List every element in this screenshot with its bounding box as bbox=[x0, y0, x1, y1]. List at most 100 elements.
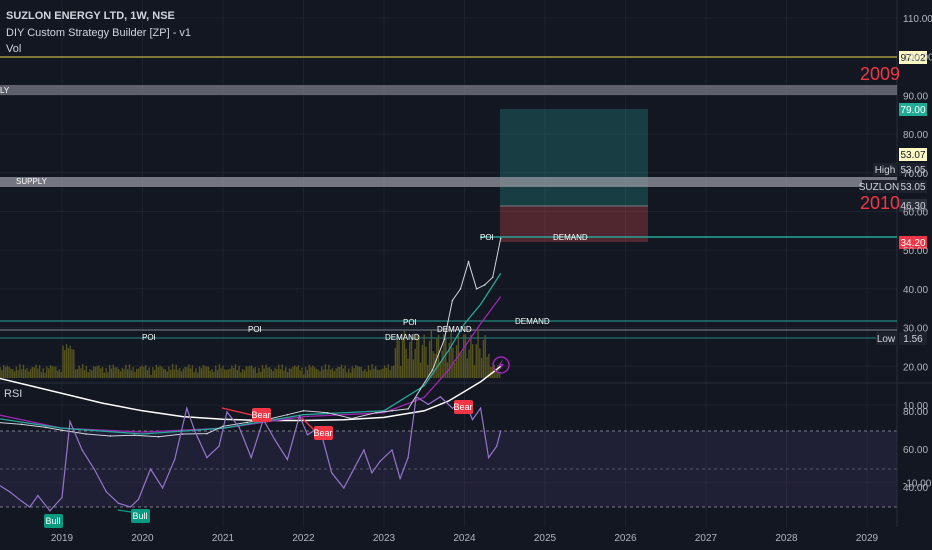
rsi-point-36 bbox=[391, 449, 393, 451]
ema-teal-line[interactable] bbox=[0, 273, 502, 435]
bear-signal-2[interactable]: Bear bbox=[301, 417, 333, 440]
volume-bar-230 bbox=[410, 334, 413, 378]
x-tick-label-3: 2022 bbox=[292, 533, 315, 544]
rsi-point-45 bbox=[479, 407, 482, 409]
price-axis-ticks[interactable]: 110.00 100.00 90.00 80.00 70.00 60.00 50.00 40.… bbox=[903, 14, 932, 489]
volume-bar-233 bbox=[416, 334, 418, 378]
volume-bar-55 bbox=[96, 365, 98, 378]
volume-bar-213 bbox=[380, 369, 382, 378]
price-point-11 bbox=[246, 421, 248, 424]
volume-bar-186 bbox=[331, 368, 334, 378]
bull-signal-1[interactable]: Bull bbox=[44, 514, 63, 528]
volume-bar-161 bbox=[286, 372, 289, 378]
indicator-legend[interactable]: DIY Custom Strategy Builder [ZP] - v1 bbox=[6, 27, 192, 39]
bear-signal-3[interactable]: Bear bbox=[453, 400, 473, 414]
volume-bar-138 bbox=[245, 366, 247, 378]
volume-bar-143 bbox=[254, 367, 256, 378]
volume-legend[interactable]: Vol bbox=[6, 43, 22, 55]
sma-white-line[interactable] bbox=[0, 365, 502, 422]
volume-bar-115 bbox=[204, 366, 206, 378]
demand-label-1: DEMAND bbox=[553, 233, 588, 242]
volume-bar-248 bbox=[443, 334, 445, 378]
time-axis-ticks[interactable]: 2019 2020 2021 2022 2023 2024 2025 2026 2027 2028… bbox=[51, 533, 879, 544]
poi-label-1: POI bbox=[142, 333, 156, 342]
rsi-point-15 bbox=[161, 487, 164, 489]
bear-signal-1[interactable]: Bear bbox=[221, 407, 271, 422]
rsi-legend[interactable]: RSI bbox=[4, 388, 23, 400]
volume-bar-124 bbox=[220, 368, 222, 378]
volume-bar-187 bbox=[333, 371, 336, 378]
supply-zone-top[interactable] bbox=[0, 85, 897, 95]
volume-bar-269 bbox=[480, 358, 483, 378]
svg-text:Bear: Bear bbox=[313, 428, 332, 438]
rsi-point-38 bbox=[407, 456, 409, 459]
rsi-point-9 bbox=[93, 468, 95, 470]
volume-bar-107 bbox=[189, 368, 192, 378]
volume-bar-261 bbox=[466, 358, 468, 378]
supply-label: SUPPLY bbox=[16, 177, 48, 186]
volume-bar-26 bbox=[44, 372, 46, 378]
stop-zone[interactable] bbox=[500, 206, 648, 242]
volume-bar-32 bbox=[55, 366, 57, 378]
volume-bar-179 bbox=[319, 371, 321, 378]
volume-bar-177 bbox=[315, 368, 318, 378]
rsi-point-41 bbox=[439, 396, 442, 398]
rsi-point-17 bbox=[186, 407, 188, 409]
volume-bar-67 bbox=[117, 369, 120, 378]
rsi-point-18 bbox=[194, 430, 196, 432]
volume-bar-224 bbox=[400, 365, 402, 378]
price-point-14 bbox=[302, 410, 305, 412]
svg-text:79.00: 79.00 bbox=[900, 105, 925, 116]
volume-bar-127 bbox=[225, 369, 228, 378]
volume-bar-194 bbox=[346, 372, 348, 378]
volume-bar-152 bbox=[270, 369, 273, 378]
supply-zone-main[interactable] bbox=[0, 177, 897, 187]
volume-bar-164 bbox=[292, 366, 294, 378]
bull-signal-2[interactable]: Bull bbox=[117, 509, 150, 523]
rsi-point-10 bbox=[105, 491, 107, 493]
volume-bar-3 bbox=[2, 364, 5, 378]
target-zone[interactable] bbox=[500, 109, 648, 206]
ema-purple-line[interactable] bbox=[0, 296, 502, 433]
supply-label-top: LY bbox=[0, 86, 10, 95]
volume-bars bbox=[0, 329, 501, 378]
volume-bar-11 bbox=[17, 370, 19, 378]
y-tick-label-5: 60.00 bbox=[903, 208, 928, 219]
volume-bar-166 bbox=[295, 366, 298, 378]
volume-bar-170 bbox=[303, 374, 305, 378]
volume-bar-98 bbox=[173, 369, 176, 378]
volume-bar-173 bbox=[308, 364, 310, 378]
volume-bar-257 bbox=[459, 353, 461, 378]
volume-bar-252 bbox=[450, 330, 452, 378]
price-point-29 bbox=[499, 237, 502, 240]
rsi-point-48 bbox=[500, 430, 502, 432]
volume-bar-271 bbox=[484, 334, 486, 378]
volume-bar-35 bbox=[60, 371, 62, 378]
volume-bar-33 bbox=[56, 370, 59, 378]
volume-bar-163 bbox=[290, 368, 292, 378]
volume-bar-78 bbox=[137, 368, 140, 378]
volume-bar-113 bbox=[200, 368, 203, 378]
price-point-9 bbox=[206, 432, 208, 435]
volume-bar-18 bbox=[29, 368, 32, 378]
rsi-band-background bbox=[0, 431, 897, 507]
volume-bar-208 bbox=[371, 364, 373, 378]
price-tag-79: 79.00 bbox=[899, 103, 927, 116]
price-point-28 bbox=[491, 276, 494, 279]
volume-bar-57 bbox=[100, 368, 102, 378]
svg-text:1.56: 1.56 bbox=[903, 334, 923, 345]
volume-bar-49 bbox=[85, 365, 88, 378]
volume-bar-103 bbox=[182, 368, 185, 378]
lightning-icon[interactable] bbox=[492, 356, 510, 374]
rsi-point-1 bbox=[8, 491, 11, 493]
volume-bar-84 bbox=[148, 367, 150, 378]
volume-bar-7 bbox=[10, 368, 12, 378]
price-line[interactable] bbox=[0, 238, 502, 438]
volume-bar-266 bbox=[475, 344, 477, 378]
rsi-point-25 bbox=[274, 439, 277, 442]
volume-bar-183 bbox=[326, 369, 328, 378]
volume-bar-212 bbox=[378, 369, 380, 378]
rsi-point-34 bbox=[371, 472, 373, 474]
volume-bar-277 bbox=[495, 368, 497, 378]
